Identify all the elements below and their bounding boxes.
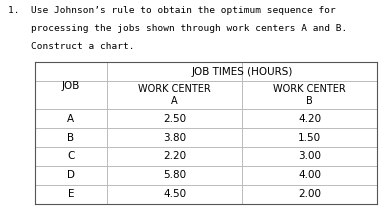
Text: 1.  Use Johnson’s rule to obtain the optimum sequence for: 1. Use Johnson’s rule to obtain the opti… xyxy=(8,6,336,15)
Text: 3.80: 3.80 xyxy=(163,132,186,142)
Text: 2.50: 2.50 xyxy=(163,114,186,124)
Text: JOB: JOB xyxy=(62,81,80,91)
Text: JOB TIMES (HOURS): JOB TIMES (HOURS) xyxy=(191,67,293,77)
Text: Construct a chart.: Construct a chart. xyxy=(8,42,134,51)
Text: 2.20: 2.20 xyxy=(163,151,186,161)
Text: 4.50: 4.50 xyxy=(163,189,186,199)
Text: 3.00: 3.00 xyxy=(298,151,321,161)
Text: 2.00: 2.00 xyxy=(298,189,321,199)
Text: 4.20: 4.20 xyxy=(298,114,321,124)
Text: E: E xyxy=(68,189,74,199)
Text: 5.80: 5.80 xyxy=(163,170,186,180)
Text: C: C xyxy=(67,151,75,161)
Text: WORK CENTER
B: WORK CENTER B xyxy=(273,84,346,106)
Text: A: A xyxy=(67,114,75,124)
Text: 4.00: 4.00 xyxy=(298,170,321,180)
Text: processing the jobs shown through work centers A and B.: processing the jobs shown through work c… xyxy=(8,24,347,33)
Text: B: B xyxy=(67,132,75,142)
Text: 1.50: 1.50 xyxy=(298,132,321,142)
Text: D: D xyxy=(67,170,75,180)
Text: WORK CENTER
A: WORK CENTER A xyxy=(138,84,211,106)
